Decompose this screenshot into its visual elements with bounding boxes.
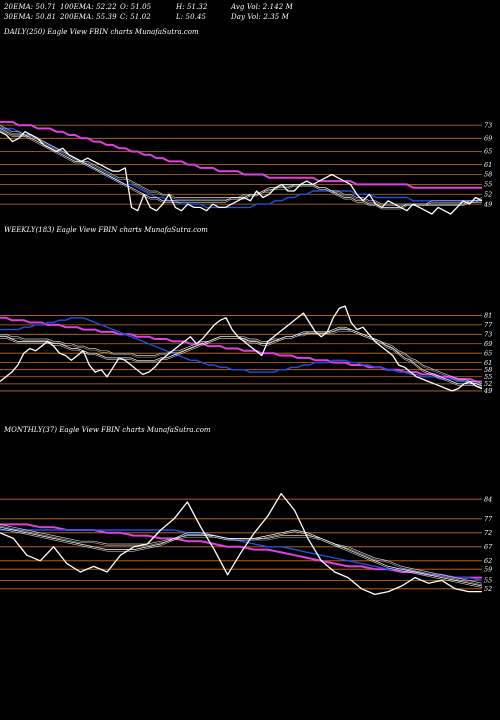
weekly-tick-label: 58 (484, 366, 492, 374)
weekly-tick-label: 69 (484, 340, 492, 348)
monthly-tick-label: 62 (484, 557, 492, 565)
monthly-tick-label: 84 (484, 495, 492, 503)
header-row-1: 20EMA: 50.71 100EMA: 52.22 O: 51.05 H: 5… (4, 3, 494, 12)
monthly-tick-label: 59 (484, 565, 492, 573)
daily-tick-label: 73 (484, 121, 492, 129)
header-row-2: 30EMA: 50.81 200EMA: 55.39 C: 51.02 L: 5… (4, 13, 494, 22)
open-readout: O: 51.05 (120, 3, 152, 11)
monthly-price-line (0, 492, 482, 596)
daily-tick-label: 58 (484, 171, 492, 179)
monthly-ema20-line (0, 526, 483, 587)
monthly-ema30-line (0, 524, 483, 584)
daily-ema200-line (0, 120, 482, 189)
monthly-tick-label: 55 (484, 577, 492, 585)
daily-tick-label: 49 (483, 200, 492, 208)
low-readout: L: 50.45 (176, 13, 207, 21)
weekly-ema100-line (0, 317, 482, 385)
monthly-panel-title: MONTHLY(37) Eagle View FBIN charts Munaf… (4, 426, 211, 434)
monthly-ema20-line-shadow (0, 528, 483, 588)
monthly-tick-label: 52 (484, 585, 492, 593)
weekly-ema200-line (0, 316, 482, 383)
daily-tick-label: 55 (484, 181, 492, 189)
weekly-tick-label: 52 (484, 380, 492, 388)
day-vol-readout: Day Vol: 2.35 M (231, 13, 289, 21)
ema200-readout: 200EMA: 55.39 (60, 13, 117, 21)
daily-tick-label: 52 (484, 190, 492, 198)
weekly-panel-title: WEEKLY(183) Eagle View FBIN charts Munaf… (4, 226, 208, 234)
ema100-readout: 100EMA: 52.22 (60, 3, 117, 11)
weekly-tick-label: 77 (484, 321, 493, 329)
monthly-ema30-line-shadow (0, 525, 483, 586)
weekly-ema30-line (0, 329, 483, 385)
high-readout: H: 51.32 (176, 3, 208, 11)
weekly-ema20-line (0, 326, 483, 387)
weekly-tick-label: 55 (484, 373, 492, 381)
avg-vol-readout: Avg Vol: 2.142 M (231, 3, 293, 11)
monthly-tick-label: 67 (484, 543, 493, 551)
daily-tick-label: 65 (484, 148, 492, 156)
weekly-tick-label: 81 (484, 312, 492, 320)
daily-tick-label: 69 (484, 135, 492, 143)
weekly-tick-label: 73 (484, 331, 492, 339)
ema30-readout: 30EMA: 50.81 (4, 13, 57, 21)
indicator-header: 20EMA: 50.71 100EMA: 52.22 O: 51.05 H: 5… (4, 3, 494, 22)
monthly-tick-label: 72 (484, 529, 492, 537)
weekly-tick-label: 49 (483, 387, 492, 395)
daily-panel-title: DAILY(250) Eagle View FBIN charts Munafa… (4, 28, 199, 36)
weekly-tick-label: 61 (484, 359, 492, 367)
daily-tick-label: 61 (484, 161, 492, 169)
ema20-readout: 20EMA: 50.71 (4, 3, 57, 11)
monthly-tick-label: 77 (484, 515, 493, 523)
weekly-price-line (0, 305, 483, 392)
daily-price-line (0, 131, 483, 215)
weekly-tick-label: 65 (484, 349, 492, 357)
close-readout: C: 51.02 (120, 13, 151, 21)
